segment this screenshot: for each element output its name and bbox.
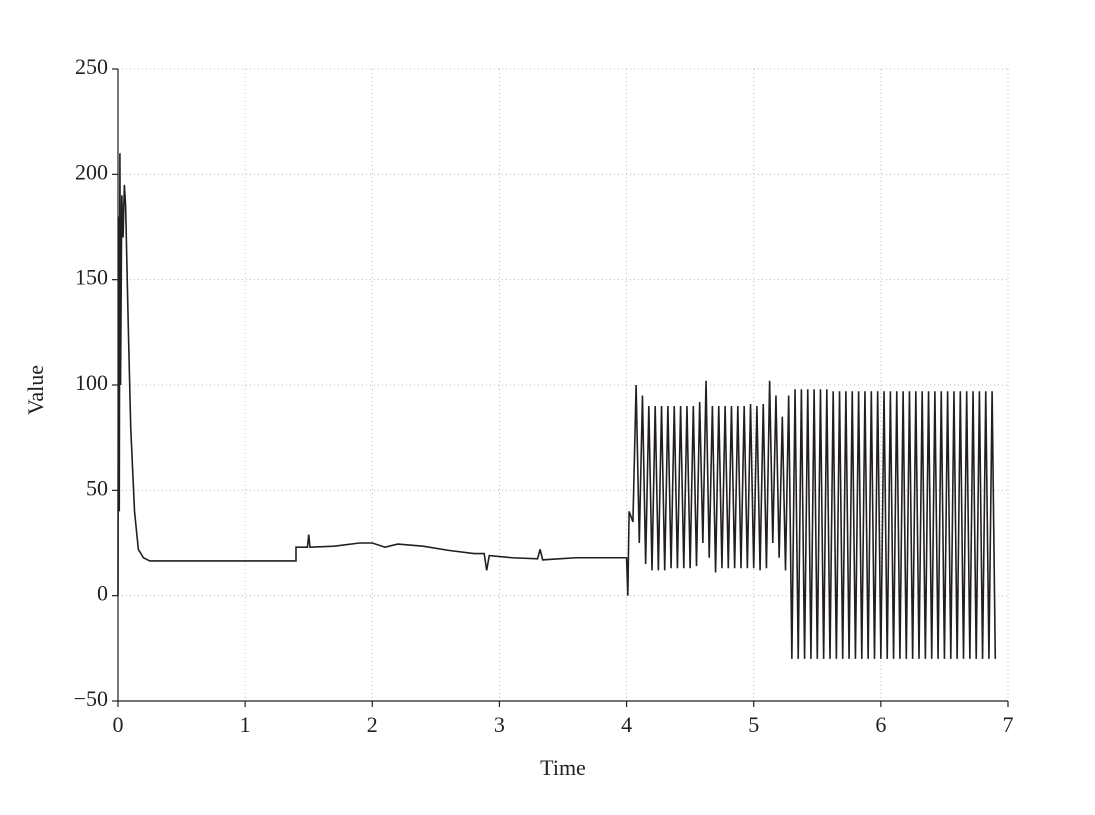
y-tick-label: 150 — [75, 265, 108, 290]
x-tick-label: 7 — [1003, 712, 1014, 737]
y-tick-label: 50 — [86, 475, 108, 500]
x-tick-label: 6 — [875, 712, 886, 737]
x-tick-label: 4 — [621, 712, 632, 737]
y-tick-label: 100 — [75, 370, 108, 395]
x-tick-label: 1 — [240, 712, 251, 737]
x-tick-label: 2 — [367, 712, 378, 737]
y-tick-label: −50 — [74, 686, 108, 711]
y-tick-label: 250 — [75, 54, 108, 79]
data-line — [117, 153, 997, 659]
y-axis-label: Value — [23, 365, 48, 415]
x-tick-label: 0 — [113, 712, 124, 737]
y-tick-label: 200 — [75, 159, 108, 184]
x-axis-label: Time — [540, 755, 586, 780]
y-tick-label: 0 — [97, 581, 108, 606]
x-tick-label: 3 — [494, 712, 505, 737]
x-tick-label: 5 — [748, 712, 759, 737]
